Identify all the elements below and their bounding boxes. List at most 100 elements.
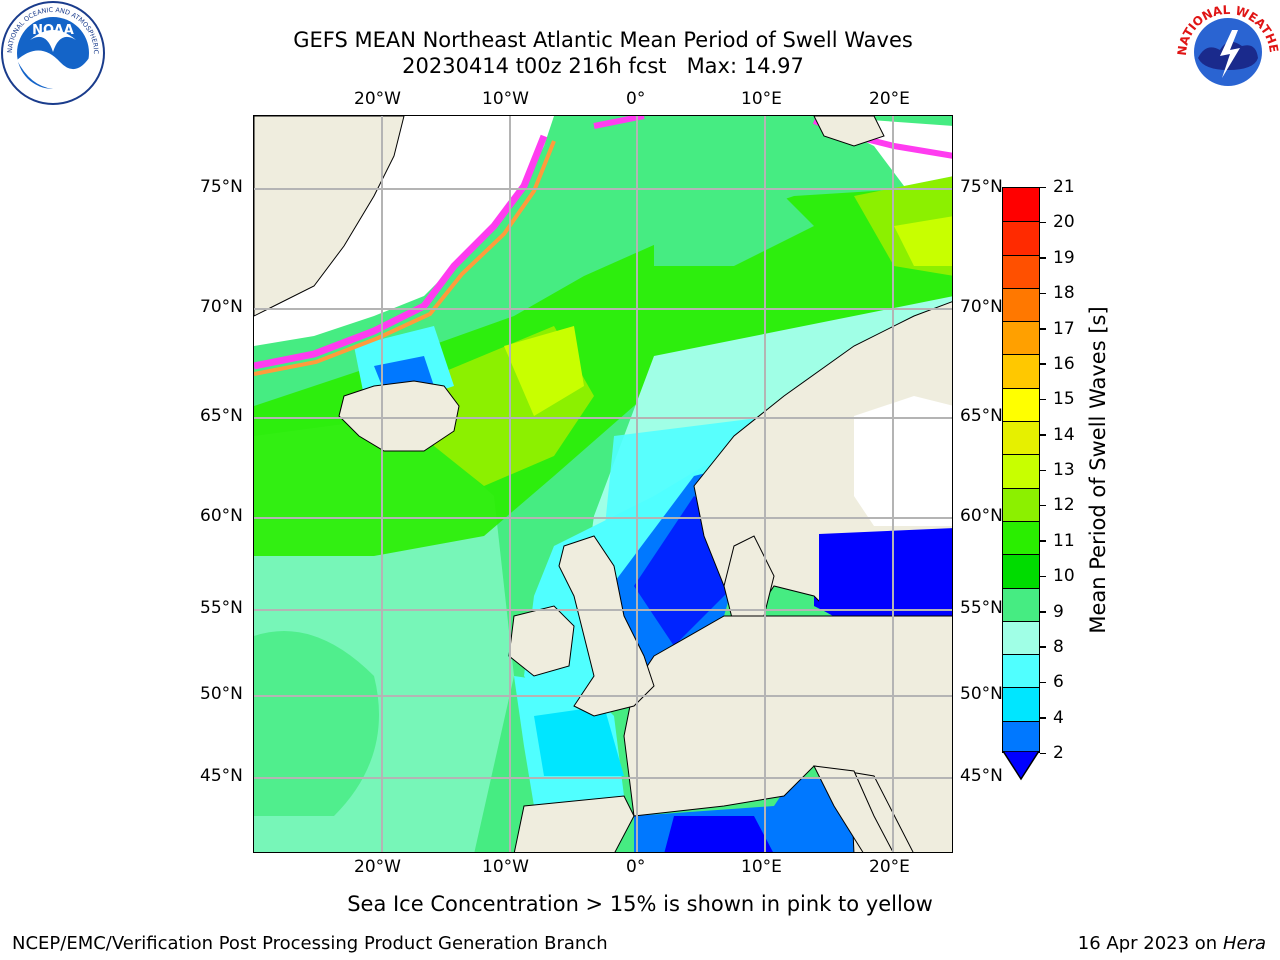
iceland [338,380,460,452]
colorbar-tick-mark [1040,292,1046,295]
colorbar-tick-mark [1040,646,1046,648]
colorbar-tick-mark [1040,434,1046,436]
colorbar-tick-label: 20 [1053,212,1075,233]
colorbar-tick-mark [1040,363,1046,365]
colorbar-segment [1003,221,1039,256]
lat-label-left: 60°N [200,506,243,526]
colorbar-tick-mark [1040,717,1046,719]
colorbar-segment [1003,421,1039,456]
colorbar-tick-mark [1040,611,1046,613]
svalbard [813,116,885,147]
colorbar-segment [1003,454,1039,489]
lat-label-left: 75°N [200,177,243,197]
continental-europe [623,615,952,852]
lon-label-bottom: 20°E [869,857,910,877]
colorbar-tick-mark [1040,504,1046,507]
lon-label-bottom: 20°W [354,857,401,877]
lat-label-right: 70°N [960,297,1003,317]
title-line-1: GEFS MEAN Northeast Atlantic Mean Period… [293,28,913,52]
lon-label-bottom: 10°W [482,857,529,877]
footer-left: NCEP/EMC/Verification Post Processing Pr… [12,933,608,954]
colorbar-segment [1003,287,1039,323]
colorbar-tick-mark [1040,540,1046,542]
colorbar-segment [1003,321,1039,356]
colorbar-tick-label: 4 [1053,707,1064,728]
lon-label-top: 10°E [741,89,782,109]
swell-period-map [253,115,953,853]
colorbar-tick-label: 17 [1053,318,1075,339]
colorbar-label-text: Mean Period of Swell Waves [s] [1086,306,1110,634]
noaa-logo-text: NOAA [32,23,74,38]
colorbar-tick-mark [1040,398,1046,401]
colorbar-under-arrow [1002,751,1040,781]
graticule [254,116,952,852]
colorbar [1002,187,1040,781]
colorbar-tick-label: 21 [1053,177,1075,197]
colorbar-tick-mark [1040,681,1046,684]
colorbar-tick-label: 18 [1053,283,1075,304]
lat-label-right: 60°N [960,506,1003,526]
colorbar-tick-label: 16 [1053,353,1075,374]
footer-right: 16 Apr 2023 on Hera [1078,933,1266,955]
colorbar-tick-label: 12 [1053,495,1075,516]
colorbar-segment [1003,620,1039,656]
colorbar-segment [1003,487,1039,522]
colorbar-tick-mark [1040,575,1046,578]
lat-label-left: 50°N [200,684,243,704]
colorbar-segment [1003,720,1039,752]
colorbar-tick-mark [1040,469,1046,471]
colorbar-tick-label: 6 [1053,672,1064,693]
colorbar-tick-label: 9 [1053,601,1064,622]
footer-date: 16 Apr 2023 on [1077,933,1223,954]
lon-label-bottom: 10°E [741,857,782,877]
colorbar-segments [1002,187,1040,753]
colorbar-segment [1003,654,1039,689]
lat-label-left: 70°N [200,297,243,317]
lat-label-right: 55°N [960,598,1003,618]
lat-label-left: 65°N [200,406,243,426]
lat-label-left: 45°N [200,766,243,786]
colorbar-ticks: 21 20 19 18 17 16 15 14 13 12 11 10 9 8 6 4 2 [1040,177,1090,763]
colorbar-tick-label: 15 [1053,389,1075,410]
nws-logo: NATIONAL WEATHER SERVICE [1171,0,1280,104]
great-britain [558,535,655,717]
sea-ice-note: Sea Ice Concentration > 15% is shown in … [347,892,933,916]
lon-label-bottom: 0° [626,857,646,877]
colorbar-tick-label: 10 [1053,566,1075,587]
lat-label-right: 75°N [960,177,1003,197]
colorbar-tick-label: 2 [1053,743,1064,763]
colorbar-segment [1003,254,1039,289]
lat-label-right: 65°N [960,406,1003,426]
iberia [513,795,635,852]
greenland-land [254,116,405,317]
lon-label-top: 0° [626,89,646,109]
colorbar-segment [1003,520,1039,556]
colorbar-tick-label: 14 [1053,424,1075,445]
lon-label-top: 20°W [354,89,401,109]
colorbar-tick-label: 13 [1053,460,1075,480]
lat-label-left: 55°N [200,598,243,618]
colorbar-tick-label: 11 [1053,530,1075,551]
colorbar-segment [1003,188,1039,223]
colorbar-segment [1003,387,1039,423]
gulf-of-bothnia-ice [854,396,952,526]
colorbar-segment [1003,687,1039,722]
lat-label-right: 50°N [960,684,1003,704]
lon-label-top: 20°E [869,89,910,109]
title-line-2: 20230414 t00z 216h fcst Max: 14.97 [402,54,804,78]
colorbar-tick-mark [1040,257,1046,259]
colorbar-tick-mark [1040,328,1046,330]
noaa-logo: NATIONAL OCEANIC AND ATMOSPHERIC ADMINIS… [0,0,106,106]
sea-field-11-12s [254,186,952,556]
lon-label-top: 10°W [482,89,529,109]
colorbar-tick-mark [1040,752,1046,754]
colorbar-segment [1003,554,1039,589]
footer-host: Hera [1222,933,1266,954]
colorbar-tick-mark [1040,186,1046,188]
italy [813,765,894,852]
colorbar-tick-mark [1040,221,1046,224]
sea-ice-edge [254,134,548,370]
colorbar-segment [1003,587,1039,622]
colorbar-tick-label: 8 [1053,636,1064,657]
colorbar-tick-label: 19 [1053,247,1075,268]
